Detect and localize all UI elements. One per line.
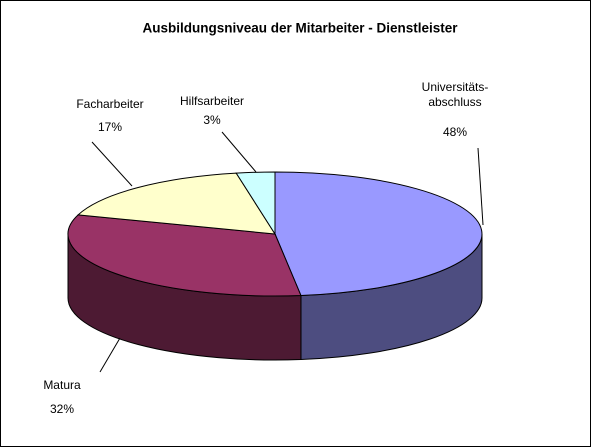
chart-title: Ausbildungsniveau der Mitarbeiter - Dien… <box>142 21 458 36</box>
leader-line <box>99 337 121 373</box>
leader-line <box>221 131 257 173</box>
leader-line <box>91 141 133 187</box>
pie-slice <box>274 171 483 297</box>
slice-value-label: 48% <box>443 125 467 139</box>
slice-label: Universitäts-abschluss <box>422 80 489 109</box>
pie-slice <box>235 171 276 236</box>
slice-label: Facharbeiter <box>76 97 143 111</box>
slice-label: Hilfsarbeiter <box>180 94 244 108</box>
slice-value-label: 17% <box>98 120 122 134</box>
slice-value-label: 3% <box>203 113 221 127</box>
pie-slice <box>76 172 276 235</box>
slice-value-label: 32% <box>50 402 74 416</box>
leader-line <box>477 147 484 226</box>
pie-slice <box>67 214 302 297</box>
slice-label: Matura <box>43 378 81 392</box>
